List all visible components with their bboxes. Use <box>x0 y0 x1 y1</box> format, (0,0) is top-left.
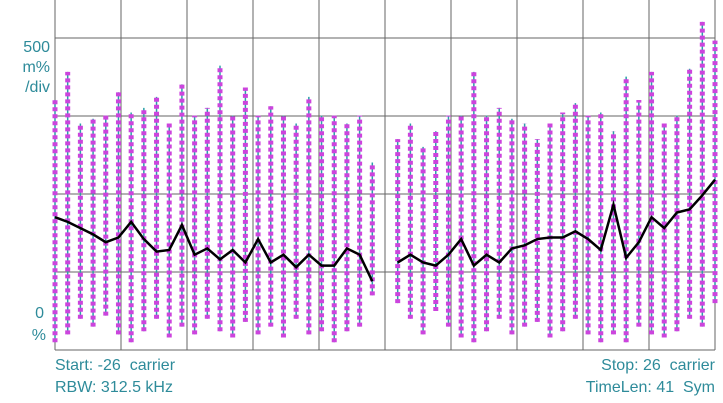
scale-label: m% <box>22 59 50 76</box>
stop-label: Stop: 26 carrier <box>601 357 716 374</box>
scale-label: 500 <box>23 39 50 56</box>
scale-label: 0 <box>35 305 44 322</box>
scale-label: % <box>32 327 46 344</box>
rbw-label: RBW: 312.5 kHz <box>55 379 173 396</box>
start-label: Start: -26 carrier <box>55 357 176 374</box>
timelen-label: TimeLen: 41 Sym <box>586 379 715 396</box>
scale-label: /div <box>25 79 50 96</box>
mean-line <box>54 178 716 282</box>
